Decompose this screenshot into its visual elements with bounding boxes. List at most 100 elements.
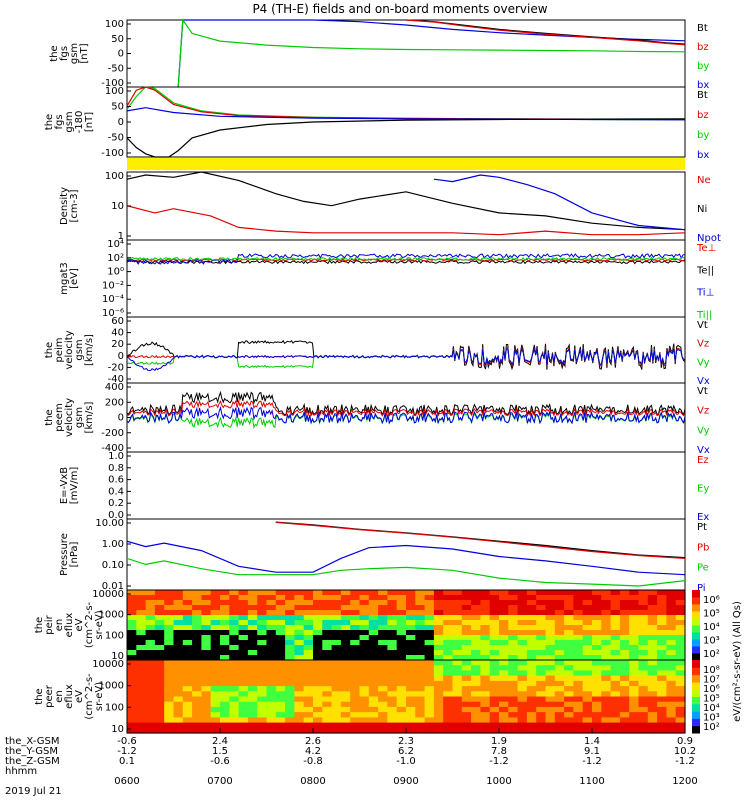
peer-spectrogram-cell — [387, 680, 398, 687]
x-axis-row-value: -0.6 — [117, 736, 137, 747]
peir-spectrogram-cell — [480, 625, 491, 631]
peir-spectrogram-cell — [675, 615, 686, 621]
peir-spectrogram-cell — [619, 590, 630, 596]
peer-spectrogram-cell — [359, 660, 370, 666]
peir-spectrogram-cell — [378, 640, 388, 646]
peer-spectrogram-cell — [247, 722, 258, 729]
peer-spectrogram-cell — [526, 691, 537, 698]
peir-spectrogram-cell — [638, 605, 649, 611]
peir-spectrogram-cell — [424, 615, 435, 621]
legend-item: Vt — [697, 386, 708, 397]
peir-spectrogram-cell — [424, 610, 435, 616]
peer-spectrogram-cell — [582, 696, 593, 703]
peir-spectrogram-cell — [619, 635, 630, 641]
y-axis-label-line: [eV] — [69, 268, 80, 289]
peer-spectrogram-cell — [154, 706, 165, 713]
peer-spectrogram-cell — [489, 712, 500, 718]
peer-spectrogram-cell — [545, 717, 556, 724]
peir-spectrogram-cell — [359, 595, 370, 601]
peer-spectrogram-cell — [554, 701, 565, 708]
peir-spectrogram-cell — [424, 645, 435, 651]
peer-spectrogram-cell — [210, 686, 221, 692]
peir-spectrogram-cell — [554, 650, 565, 656]
peer-spectrogram-cell — [499, 675, 509, 682]
peir-spectrogram-cell — [471, 595, 481, 601]
colorbar-swatch — [692, 590, 700, 598]
peir-spectrogram-cell — [424, 655, 435, 661]
peir-spectrogram-cell — [285, 625, 295, 631]
peir-spectrogram-cell — [573, 600, 584, 606]
peir-spectrogram-cell — [582, 635, 593, 641]
peir-spectrogram-cell — [480, 650, 491, 656]
peir-spectrogram-cell — [331, 595, 342, 601]
peir-spectrogram-cell — [322, 650, 333, 656]
peer-spectrogram-cell — [387, 706, 398, 713]
peer-spectrogram-cell — [322, 660, 333, 666]
peer-spectrogram-cell — [350, 665, 361, 671]
peir-spectrogram-cell — [359, 650, 370, 656]
peir-spectrogram-cell — [257, 600, 268, 606]
peer-spectrogram-cell — [471, 680, 481, 687]
peer-spectrogram-cell — [322, 706, 333, 713]
peer-spectrogram-cell — [387, 670, 398, 677]
peir-spectrogram-cell — [666, 610, 677, 616]
peir-spectrogram-cell — [154, 620, 165, 626]
peer-spectrogram-cell — [489, 727, 500, 734]
peir-spectrogram-cell — [210, 650, 221, 656]
peir-spectrogram-cell — [303, 640, 314, 646]
peer-spectrogram-cell — [201, 701, 212, 708]
peer-spectrogram-cell — [415, 665, 426, 671]
peer-spectrogram-cell — [331, 686, 342, 692]
peer-spectrogram-cell — [173, 675, 184, 682]
peer-spectrogram-cell — [220, 691, 230, 698]
series-line-by — [126, 86, 686, 121]
peir-spectrogram-cell — [350, 610, 361, 616]
panel-frame — [126, 171, 686, 241]
peir-spectrogram-cell — [601, 600, 612, 606]
peer-spectrogram-cell — [210, 675, 221, 682]
peir-spectrogram-cell — [192, 645, 202, 651]
peir-spectrogram-cell — [275, 595, 286, 601]
peer-spectrogram-cell — [536, 680, 547, 687]
peir-spectrogram-cell — [201, 590, 212, 596]
peir-spectrogram-cell — [192, 610, 202, 616]
peir-spectrogram-cell — [601, 595, 612, 601]
peer-spectrogram-cell — [657, 670, 667, 677]
peir-spectrogram-cell — [638, 595, 649, 601]
peir-spectrogram-cell — [164, 615, 175, 621]
peer-spectrogram-cell — [396, 670, 407, 677]
peir-spectrogram-cell — [294, 655, 305, 661]
peir-spectrogram-cell — [629, 620, 640, 626]
peer-spectrogram-cell — [340, 691, 351, 698]
peer-spectrogram-cell — [294, 665, 305, 671]
peer-spectrogram-cell — [536, 670, 547, 677]
peer-spectrogram-cell — [517, 660, 528, 666]
peer-spectrogram-cell — [359, 691, 370, 698]
peir-spectrogram-cell — [229, 625, 240, 631]
peir-spectrogram-cell — [368, 610, 379, 616]
peer-spectrogram-cell — [592, 680, 602, 687]
peir-spectrogram-cell — [675, 595, 686, 601]
peir-spectrogram-cell — [675, 590, 686, 596]
peir-spectrogram-cell — [201, 640, 212, 646]
peer-spectrogram-cell — [564, 696, 574, 703]
peir-spectrogram-cell — [601, 645, 612, 651]
peir-spectrogram-cell — [145, 610, 156, 616]
peem-vz-line — [126, 399, 686, 418]
peer-spectrogram-cell — [313, 670, 323, 677]
peir-spectrogram-cell — [127, 600, 137, 606]
peir-spectrogram-cell — [517, 615, 528, 621]
peer-spectrogram-cell — [582, 675, 593, 682]
peer-spectrogram-cell — [601, 722, 612, 729]
peir-spectrogram-cell — [647, 640, 658, 646]
y-tick-label: -50 — [108, 133, 124, 144]
peir-spectrogram-cell — [499, 590, 509, 596]
peir-spectrogram-cell — [229, 595, 240, 601]
legend-item: Ez — [697, 455, 709, 466]
peir-spectrogram-cell — [657, 605, 667, 611]
peir-spectrogram-cell — [247, 655, 258, 661]
peir-spectrogram-cell — [638, 655, 649, 661]
peer-spectrogram-cell — [433, 686, 444, 692]
peir-spectrogram-cell — [480, 615, 491, 621]
peir-spectrogram-cell — [303, 610, 314, 616]
